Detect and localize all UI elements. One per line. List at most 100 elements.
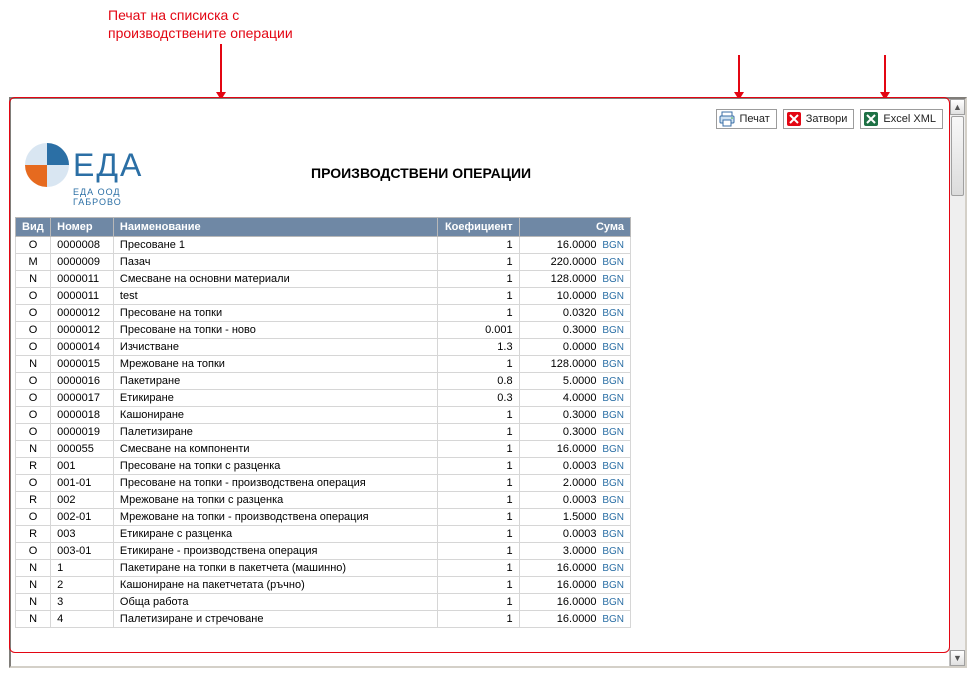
cell-nomer: 0000011 [51,271,114,288]
logo-brand: ЕДА [73,147,143,184]
cell-nomer: 0000018 [51,407,114,424]
currency-label: BGN [597,240,624,251]
cell-name: Пресоване на топки с разценка [113,458,437,475]
cell-coef: 1 [437,526,519,543]
table-row: N1Пакетиране на топки в пакетчета (машин… [16,560,631,577]
cell-nomer: 0000009 [51,254,114,271]
cell-vid: R [16,458,51,475]
cell-vid: O [16,322,51,339]
cell-vid: O [16,424,51,441]
col-vid: Вид [16,218,51,237]
cell-vid: N [16,271,51,288]
table-row: N4Палетизиране и стречоване116.0000 BGN [16,611,631,628]
cell-vid: N [16,356,51,373]
printer-icon [719,111,735,127]
cell-vid: N [16,611,51,628]
scroll-thumb[interactable] [951,116,964,196]
cell-coef: 1 [437,356,519,373]
cell-sum: 16.0000 BGN [519,441,630,458]
cell-sum: 5.0000 BGN [519,373,630,390]
cell-sum: 16.0000 BGN [519,611,630,628]
vertical-scrollbar[interactable]: ▲ ▼ [949,99,965,666]
table-row: O0000011test110.0000 BGN [16,288,631,305]
cell-coef: 1 [437,271,519,288]
currency-label: BGN [597,580,624,591]
cell-nomer: 2 [51,577,114,594]
cell-nomer: 0000011 [51,288,114,305]
cell-name: Мрежоване на топки - производствена опер… [113,509,437,526]
toolbar: Печат Затвори Excel XML [11,99,949,133]
currency-label: BGN [597,512,624,523]
cell-sum: 16.0000 BGN [519,560,630,577]
table-row: N0000015Мрежоване на топки1128.0000 BGN [16,356,631,373]
cell-vid: O [16,305,51,322]
cell-name: Кашониране [113,407,437,424]
cell-coef: 1.3 [437,339,519,356]
table-row: R002Мрежоване на топки с разценка10.0003… [16,492,631,509]
cell-nomer: 003-01 [51,543,114,560]
scroll-down-button[interactable]: ▼ [950,650,965,666]
cell-name: Пресоване 1 [113,237,437,254]
cell-nomer: 4 [51,611,114,628]
currency-label: BGN [597,427,624,438]
cell-vid: O [16,475,51,492]
cell-sum: 10.0000 BGN [519,288,630,305]
cell-nomer: 0000016 [51,373,114,390]
scroll-up-button[interactable]: ▲ [950,99,965,115]
cell-vid: O [16,237,51,254]
cell-nomer: 0000012 [51,322,114,339]
table-row: R003Етикиране с разценка10.0003 BGN [16,526,631,543]
table-row: O0000017Етикиране0.34.0000 BGN [16,390,631,407]
cell-vid: N [16,577,51,594]
cell-name: Мрежоване на топки [113,356,437,373]
print-button[interactable]: Печат [716,109,776,129]
cell-vid: N [16,441,51,458]
excel-icon [863,111,879,127]
cell-coef: 1 [437,254,519,271]
cell-name: Етикиране - производствена операция [113,543,437,560]
cell-nomer: 0000012 [51,305,114,322]
cell-nomer: 0000015 [51,356,114,373]
currency-label: BGN [597,461,624,472]
cell-nomer: 0000014 [51,339,114,356]
cell-vid: N [16,560,51,577]
cell-coef: 0.3 [437,390,519,407]
cell-coef: 1 [437,305,519,322]
excel-label: Excel XML [883,113,936,125]
cell-name: Пресоване на топки - ново [113,322,437,339]
cell-sum: 0.0000 BGN [519,339,630,356]
cell-name: test [113,288,437,305]
table-row: O0000012Пресоване на топки10.0320 BGN [16,305,631,322]
table-row: O002-01Мрежоване на топки - производстве… [16,509,631,526]
currency-label: BGN [597,359,624,370]
table-row: O0000008Пресоване 1116.0000 BGN [16,237,631,254]
cell-name: Пазач [113,254,437,271]
close-button[interactable]: Затвори [783,109,855,129]
cell-nomer: 003 [51,526,114,543]
table-row: R001Пресоване на топки с разценка10.0003… [16,458,631,475]
excel-button[interactable]: Excel XML [860,109,943,129]
cell-name: Пакетиране [113,373,437,390]
logo: ЕДА ЕДА ООД ГАБРОВО [21,139,171,207]
cell-name: Пакетиране на топки в пакетчета (машинно… [113,560,437,577]
cell-sum: 16.0000 BGN [519,594,630,611]
currency-label: BGN [597,444,624,455]
cell-vid: O [16,543,51,560]
cell-name: Етикиране [113,390,437,407]
cell-nomer: 001 [51,458,114,475]
currency-label: BGN [597,393,624,404]
table-row: O001-01Пресоване на топки - производстве… [16,475,631,492]
cell-nomer: 0000008 [51,237,114,254]
cell-sum: 0.3000 BGN [519,322,630,339]
print-label: Печат [739,113,769,125]
cell-vid: O [16,288,51,305]
cell-nomer: 0000017 [51,390,114,407]
cell-name: Мрежоване на топки с разценка [113,492,437,509]
table-row: M0000009Пазач1220.0000 BGN [16,254,631,271]
cell-name: Пресоване на топки - производствена опер… [113,475,437,492]
cell-sum: 0.3000 BGN [519,407,630,424]
cell-nomer: 001-01 [51,475,114,492]
cell-vid: R [16,526,51,543]
cell-nomer: 1 [51,560,114,577]
table-row: O003-01Етикиране - производствена операц… [16,543,631,560]
